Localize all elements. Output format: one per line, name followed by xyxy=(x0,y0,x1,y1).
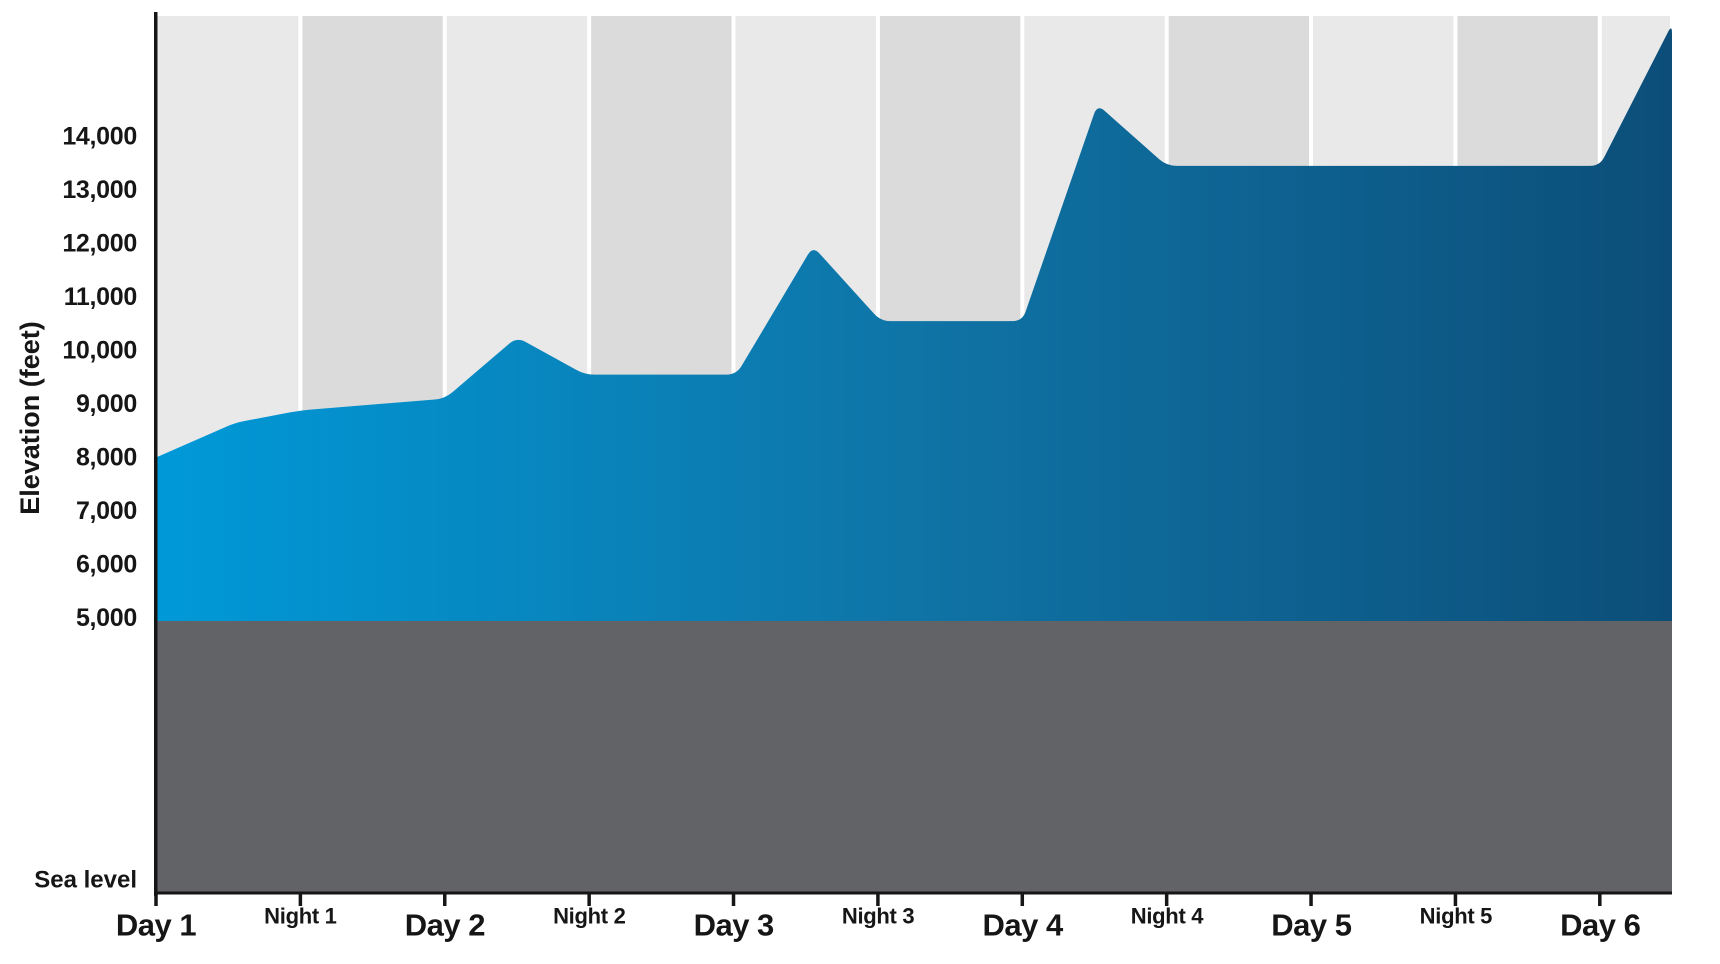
y-tick-5000: 5,000 xyxy=(76,604,137,632)
x-label-night-2: Night 2 xyxy=(553,904,626,929)
y-tick-8000: 8,000 xyxy=(76,444,137,472)
sea-level-label: Sea level xyxy=(34,867,137,894)
axis-lines xyxy=(154,12,1672,906)
tick-day-5 xyxy=(1309,893,1313,906)
x-label-day-3: Day 3 xyxy=(694,908,774,943)
tick-night-2 xyxy=(587,893,591,906)
x-axis-labels: Day 1 Night 1 Day 2 Night 2 Day 3 Night … xyxy=(116,904,1641,943)
y-tick-10000: 10,000 xyxy=(62,337,137,365)
y-tick-7000: 7,000 xyxy=(76,497,137,525)
x-label-night-5: Night 5 xyxy=(1420,904,1493,929)
x-label-day-2: Day 2 xyxy=(405,908,485,943)
tick-night-5 xyxy=(1453,893,1458,906)
y-tick-13000: 13,000 xyxy=(62,176,137,204)
elevation-area xyxy=(156,28,1672,622)
y-tick-9000: 9,000 xyxy=(76,390,137,418)
tick-day-6 xyxy=(1598,893,1602,906)
y-axis-line xyxy=(154,12,158,896)
y-tick-14000: 14,000 xyxy=(62,123,137,151)
x-label-night-3: Night 3 xyxy=(842,904,915,929)
x-label-day-4: Day 4 xyxy=(982,908,1063,943)
tick-night-3 xyxy=(876,893,880,906)
tick-day-2 xyxy=(443,893,447,906)
tick-night-4 xyxy=(1164,893,1169,906)
y-axis-labels: 14,000 13,000 12,000 11,000 10,000 9,000… xyxy=(34,123,137,894)
x-label-day-1: Day 1 xyxy=(116,908,196,943)
x-label-night-4: Night 4 xyxy=(1131,904,1205,929)
ground-below-5000 xyxy=(156,621,1672,893)
tick-night-1 xyxy=(298,893,303,906)
tick-day-3 xyxy=(731,893,736,906)
y-axis-title: Elevation (feet) xyxy=(15,321,45,515)
tick-day-4 xyxy=(1020,893,1025,906)
y-tick-6000: 6,000 xyxy=(76,551,137,579)
y-tick-11000: 11,000 xyxy=(64,283,137,311)
x-axis-line xyxy=(154,891,1672,895)
y-tick-12000: 12,000 xyxy=(62,230,137,258)
elevation-profile-area xyxy=(156,28,1672,622)
x-label-day-6: Day 6 xyxy=(1560,908,1640,943)
ground-rect xyxy=(156,621,1672,893)
tick-day-1 xyxy=(154,893,158,906)
x-label-day-5: Day 5 xyxy=(1271,908,1351,943)
x-label-night-1: Night 1 xyxy=(264,904,337,929)
